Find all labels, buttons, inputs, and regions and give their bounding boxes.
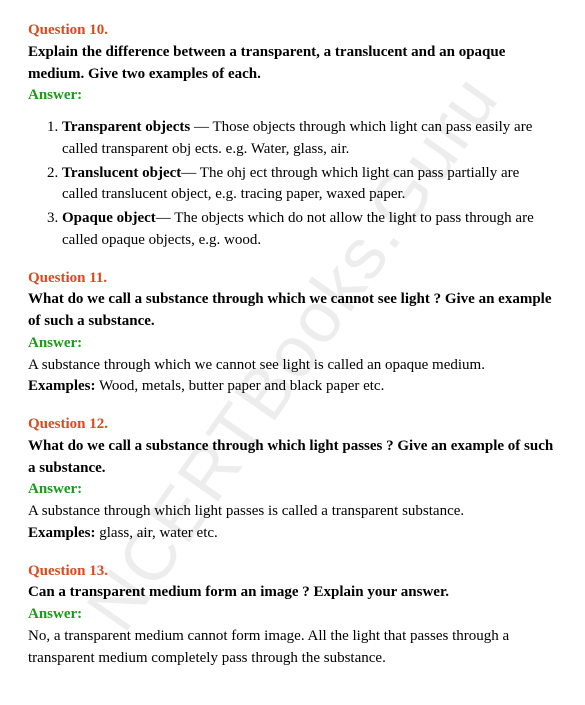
term: Transparent objects [62,119,190,135]
list-item: Transparent objects — Those objects thro… [62,117,557,161]
question-12-answer-label: Answer: [28,479,557,501]
examples-label: Examples: [28,378,96,394]
question-12-block: Question 12. What do we call a substance… [28,414,557,545]
question-10-label: Question 10. [28,20,557,42]
question-12-label: Question 12. [28,414,557,436]
question-13-label: Question 13. [28,561,557,583]
question-12-body: A substance through which light passes i… [28,501,557,523]
examples-label: Examples: [28,525,96,541]
question-13-body: No, a transparent medium cannot form ima… [28,626,557,670]
question-10-text: Explain the difference between a transpa… [28,42,557,86]
sep: — [181,165,199,181]
question-11-body: A substance through which we cannot see … [28,355,557,377]
question-12-examples: Examples: glass, air, water etc. [28,523,557,545]
examples-text: Wood, metals, butter paper and black pap… [96,378,385,394]
question-10-answer-label: Answer: [28,85,557,107]
question-10-block: Question 10. Explain the difference betw… [28,20,557,252]
question-13-text: Can a transparent medium form an image ?… [28,582,557,604]
term: Opaque object [62,210,156,226]
term: Translucent object [62,165,181,181]
question-11-answer-label: Answer: [28,333,557,355]
question-11-text: What do we call a substance through whic… [28,289,557,333]
question-11-examples: Examples: Wood, metals, butter paper and… [28,376,557,398]
list-item: Translucent object— The ohj ect through … [62,163,557,207]
list-item: Opaque object— The objects which do not … [62,208,557,252]
question-13-block: Question 13. Can a transparent medium fo… [28,561,557,670]
question-11-label: Question 11. [28,268,557,290]
question-11-block: Question 11. What do we call a substance… [28,268,557,399]
question-13-answer-label: Answer: [28,604,557,626]
examples-text: glass, air, water etc. [96,525,218,541]
question-10-list: Transparent objects — Those objects thro… [28,117,557,252]
sep: — [190,119,212,135]
sep: — [156,210,174,226]
question-12-text: What do we call a substance through whic… [28,436,557,480]
document-content: Question 10. Explain the difference betw… [28,20,557,669]
